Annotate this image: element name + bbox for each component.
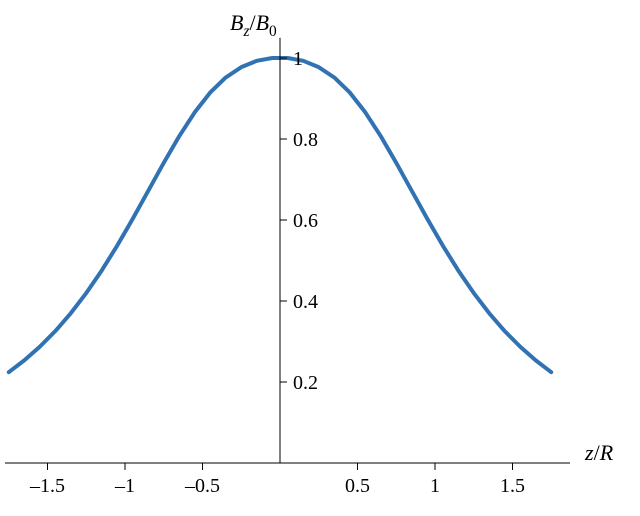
- y-tick-label: 1: [293, 48, 303, 70]
- x-tick-label: –0.5: [184, 475, 220, 497]
- y-axis-title: Bz/B0: [230, 10, 277, 40]
- x-tick-label: –1.5: [29, 475, 65, 497]
- x-axis-title: z/R: [584, 440, 614, 465]
- chart-container: –1.5 –1 –0.5 0.5 1 1.5 0.2 0.4 0.6 0.8 1 Bz/B0 z/R: [0, 0, 640, 516]
- line-chart: –1.5 –1 –0.5 0.5 1 1.5 0.2 0.4 0.6 0.8 1 Bz/B0 z/R: [0, 0, 640, 516]
- x-tick-label: 1: [430, 475, 440, 497]
- y-tick-label: 0.2: [293, 372, 318, 394]
- x-tick-label: 1.5: [500, 475, 525, 497]
- y-tick-label: 0.4: [293, 291, 318, 313]
- x-tick-label: 0.5: [345, 475, 370, 497]
- y-tick-label: 0.8: [293, 129, 318, 151]
- y-tick-label: 0.6: [293, 210, 318, 232]
- x-tick-label: –1: [114, 475, 135, 497]
